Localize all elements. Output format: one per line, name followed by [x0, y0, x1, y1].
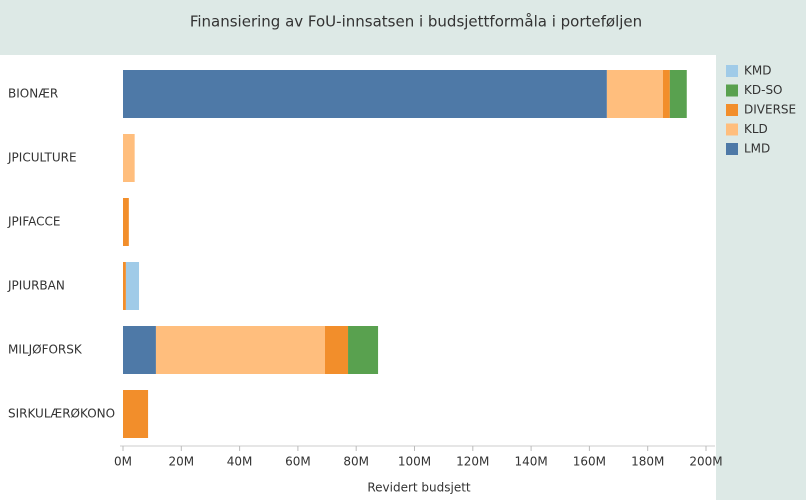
bar-segment — [125, 262, 140, 310]
x-tick-label: 60M — [285, 455, 311, 469]
bar-segment — [123, 70, 607, 118]
legend-swatch — [726, 123, 738, 136]
bar-segment — [662, 70, 670, 118]
legend-swatch — [726, 143, 738, 155]
bar-segment — [155, 326, 326, 374]
bar-segment — [669, 70, 687, 118]
bar-segment — [123, 134, 135, 182]
x-tick-label: 40M — [227, 455, 253, 469]
x-tick-label: 160M — [573, 455, 606, 469]
legend-label: LMD — [744, 142, 770, 156]
legend-label: KD-SO — [744, 83, 783, 97]
plot-panel — [0, 55, 716, 500]
legend-label: KLD — [744, 122, 768, 136]
legend-swatch — [726, 65, 738, 77]
bar-segment — [348, 326, 379, 374]
y-tick-label: JPICULTURE — [7, 151, 77, 165]
x-tick-label: 100M — [398, 455, 431, 469]
bar-segment — [325, 326, 349, 374]
legend-swatch — [726, 104, 738, 116]
x-axis-label: Revidert budsjett — [367, 481, 471, 495]
x-tick-label: 0M — [114, 455, 132, 469]
legend-label: DIVERSE — [744, 103, 796, 117]
y-tick-label: BIONÆR — [8, 87, 58, 101]
x-tick-label: 180M — [631, 455, 664, 469]
x-tick-label: 80M — [343, 455, 369, 469]
legend-swatch — [726, 84, 738, 97]
x-tick-label: 140M — [514, 455, 547, 469]
x-tick-label: 200M — [689, 455, 722, 469]
y-tick-label: JPIFACCE — [7, 215, 60, 229]
bar-segment — [123, 262, 126, 310]
bar-segment — [123, 198, 129, 246]
y-tick-label: SIRKULÆRØKONO — [8, 407, 115, 421]
y-tick-label: MILJØFORSK — [8, 343, 83, 357]
bar-segment — [123, 326, 156, 374]
x-tick-label: 20M — [168, 455, 194, 469]
chart-title: Finansiering av FoU-innsatsen i budsjett… — [190, 13, 642, 31]
bar-segment — [123, 390, 149, 438]
legend-label: KMD — [744, 64, 771, 78]
x-tick-label: 120M — [456, 455, 489, 469]
bar-segment — [606, 70, 663, 118]
y-tick-label: JPIURBAN — [7, 279, 65, 293]
